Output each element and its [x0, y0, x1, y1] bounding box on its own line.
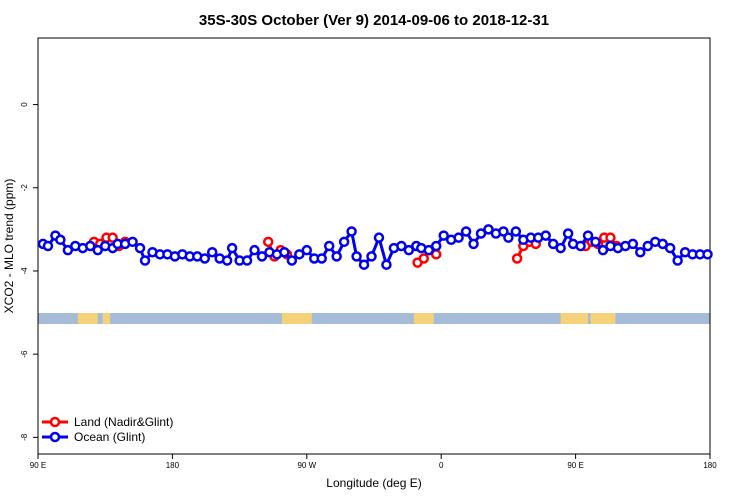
ocean-series-point	[483, 224, 494, 235]
ocean-series-point	[575, 240, 586, 252]
x-tick-label-0: 90 E	[30, 461, 46, 470]
y-tick-label-4: -8	[20, 433, 29, 441]
ocean-series-point	[403, 244, 415, 256]
ocean-series-point	[279, 246, 290, 258]
ocean-series-point	[221, 255, 233, 266]
ocean-series-point	[468, 238, 479, 250]
series-layer	[37, 224, 713, 270]
ocean-series-point	[226, 242, 238, 254]
land-band-1	[102, 313, 111, 324]
ocean-band	[38, 313, 710, 324]
ocean-series-point	[85, 240, 96, 252]
ocean-series-point	[642, 240, 654, 252]
x-tick-label-3: 0	[439, 461, 444, 470]
ocean-series-point	[249, 244, 260, 256]
ocean-series-point	[657, 238, 668, 250]
legend: Land (Nadir&Glint) Ocean (Glint)	[42, 415, 173, 444]
land-series-3-point	[511, 253, 523, 264]
ocean-series-point	[627, 238, 639, 250]
land-series-1-point	[262, 236, 274, 248]
ocean-series-point	[547, 238, 559, 250]
ocean-series-point	[590, 236, 601, 248]
x-tick-label-2: 90 W	[297, 461, 316, 470]
ocean-series-point	[241, 255, 253, 266]
ocean-series-point	[338, 236, 350, 248]
x-axis-label: Longitude (deg E)	[326, 476, 421, 490]
ocean-series-point	[294, 249, 305, 260]
x-axis: 90 E 180 90 W 0 90 E 180	[30, 454, 717, 470]
ocean-series-point	[199, 253, 211, 264]
land-band-0	[77, 313, 98, 324]
ocean-series-point	[597, 244, 609, 256]
y-axis: 0 -2 -4 -6 -8	[20, 102, 38, 441]
x-tick-label-5: 180	[703, 461, 717, 470]
ocean-series-point	[702, 249, 713, 260]
ocean-series-point	[331, 251, 342, 262]
ocean-series-point	[510, 226, 522, 237]
ocean-series-point	[301, 244, 313, 256]
ocean-series-point	[346, 226, 357, 237]
legend-ocean-marker	[49, 431, 61, 443]
y-tick-label-2: -4	[20, 267, 29, 275]
y-tick-label-3: -6	[20, 350, 29, 358]
ocean-series-point	[503, 232, 514, 243]
ocean-series-point	[373, 232, 385, 243]
ocean-series-point	[206, 246, 218, 258]
ocean-series-point	[672, 255, 683, 266]
plot-frame	[37, 37, 711, 455]
land-band-5	[590, 313, 616, 324]
x-tick-label-4: 90 E	[567, 461, 583, 470]
ocean-series-point	[134, 242, 146, 254]
ocean-series-point	[55, 234, 66, 246]
ocean-series-point	[635, 246, 646, 258]
ocean-series-point	[460, 226, 472, 237]
ocean-series-point	[286, 255, 298, 266]
ocean-series-point	[540, 230, 551, 241]
ocean-series-point	[555, 242, 566, 254]
ocean-series-point	[582, 230, 594, 241]
ocean-series-point	[366, 251, 377, 262]
legend-land-label: Land (Nadir&Glint)	[74, 415, 173, 429]
land-band-4	[560, 313, 589, 324]
ocean-series-point	[358, 259, 370, 270]
ocean-series-point	[664, 242, 676, 254]
ocean-series-point	[396, 240, 407, 252]
ocean-series-point	[316, 253, 327, 264]
ocean-series-point	[381, 259, 392, 270]
ocean-series-point	[423, 244, 435, 256]
ocean-series-point	[139, 255, 151, 266]
ocean-series-point	[562, 228, 574, 239]
ocean-series-point	[438, 230, 449, 241]
ocean-series-point	[430, 240, 442, 252]
land-series-4-point	[605, 232, 616, 243]
legend-ocean-label: Ocean (Glint)	[74, 430, 145, 444]
ocean-series-point	[92, 244, 103, 256]
y-tick-label-0: 0	[20, 102, 29, 107]
ocean-series-point	[453, 232, 464, 243]
ocean-series-point	[475, 228, 487, 239]
y-tick-label-1: -2	[20, 184, 29, 192]
land-band-2	[281, 313, 312, 324]
ocean-series-point	[42, 240, 54, 252]
ocean-series-point	[62, 244, 74, 256]
ocean-series-point	[256, 251, 268, 262]
land-series-2-point	[418, 253, 430, 264]
land-band-3	[413, 313, 434, 324]
y-axis-label: XCO2 - MLO trend (ppm)	[2, 179, 16, 314]
legend-land-marker	[49, 416, 61, 428]
ocean-series-point	[127, 236, 138, 248]
ocean-series-point	[351, 251, 362, 262]
chart-title: 35S-30S October (Ver 9) 2014-09-06 to 20…	[199, 12, 549, 29]
ocean-series-point	[323, 240, 335, 252]
surface-band	[38, 313, 710, 324]
x-tick-label-1: 180	[166, 461, 180, 470]
